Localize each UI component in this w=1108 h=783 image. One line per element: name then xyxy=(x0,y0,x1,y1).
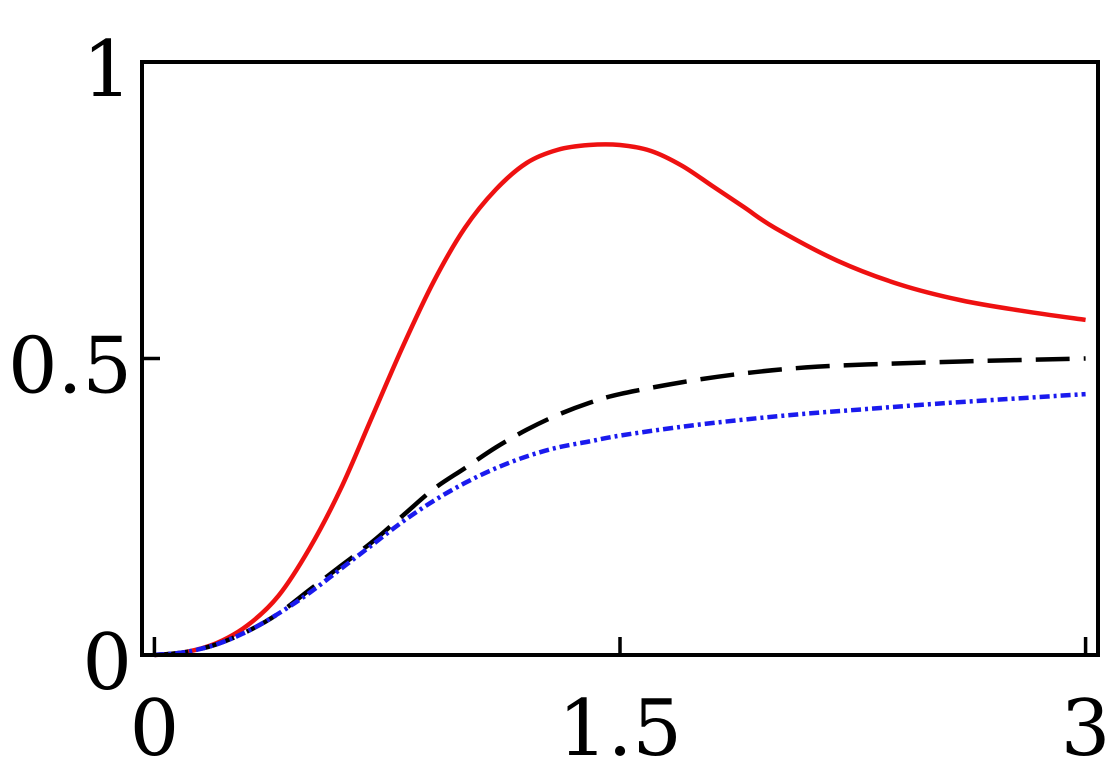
ticks-layer xyxy=(142,60,1088,657)
series-line-1 xyxy=(154,142,1086,658)
tick-labels: 0 1.5 3 0 0.5 1 xyxy=(8,25,1108,774)
plot-frame xyxy=(140,60,1100,657)
series-line-2 xyxy=(154,356,1086,658)
y-tick-label: 0 xyxy=(82,618,132,708)
y-tick-label: 1 xyxy=(82,25,132,115)
x-tick-label: 0 xyxy=(130,684,180,774)
series-layer xyxy=(154,142,1086,658)
y-tick-label: 0.5 xyxy=(8,322,132,412)
x-tick-label: 1.5 xyxy=(558,684,682,774)
series-line-3 xyxy=(154,391,1086,658)
x-tick-label: 3 xyxy=(1061,684,1108,774)
